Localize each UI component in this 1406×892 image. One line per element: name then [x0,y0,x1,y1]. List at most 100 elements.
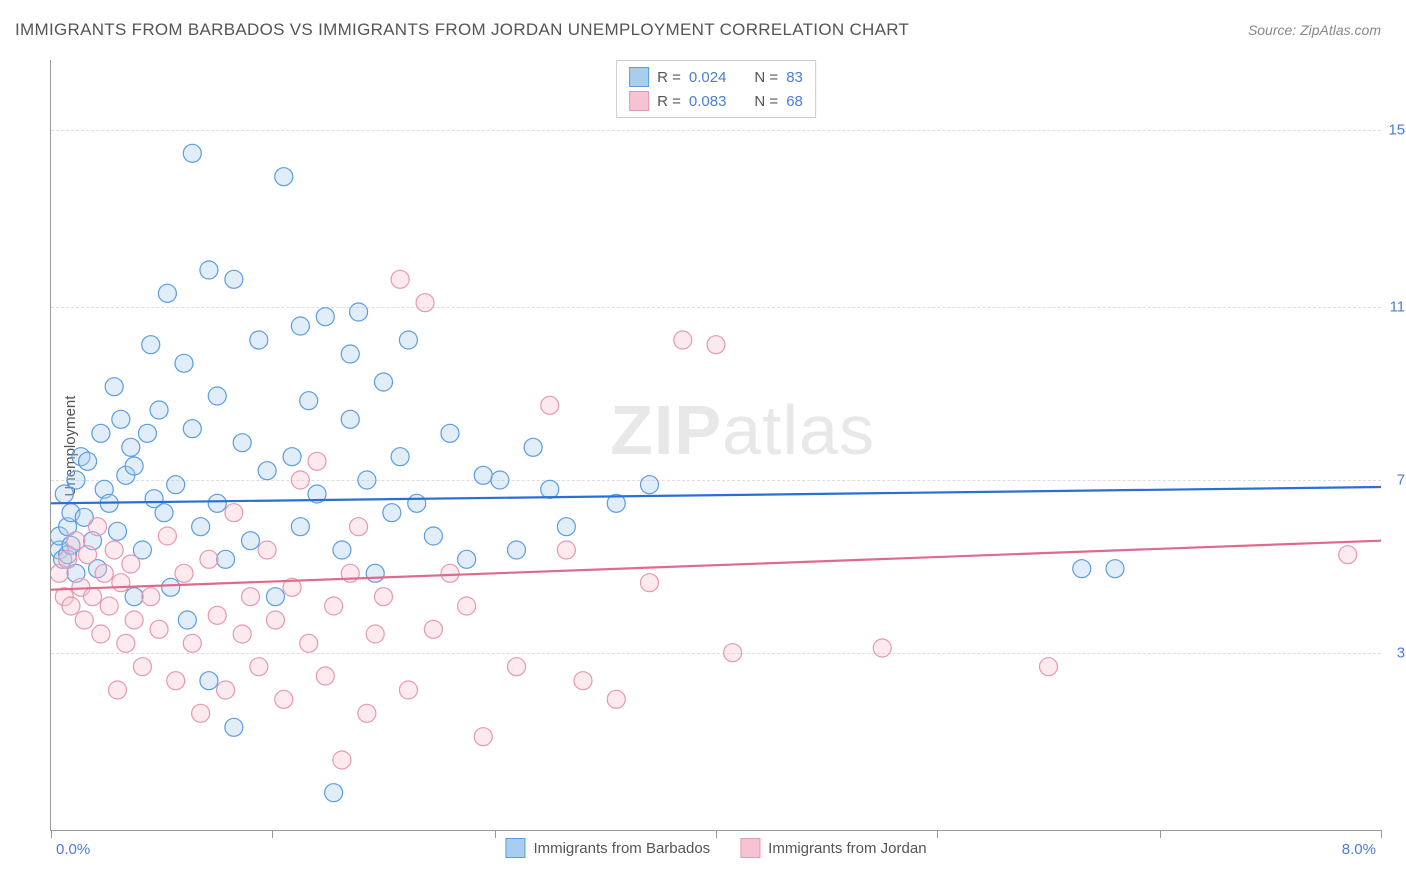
data-point [707,336,725,354]
data-point [167,672,185,690]
data-point [300,392,318,410]
data-point [474,466,492,484]
data-point [724,644,742,662]
data-point [105,541,123,559]
data-point [333,751,351,769]
data-point [79,452,97,470]
r-label: R = [657,93,681,110]
legend-swatch [505,838,525,858]
data-point [491,471,509,489]
legend-stats: R = 0.024 N = 83 R = 0.083 N = 68 [616,60,816,118]
data-point [150,401,168,419]
data-point [1040,658,1058,676]
data-point [175,564,193,582]
legend-series-label: Immigrants from Barbados [533,840,710,857]
data-point [873,639,891,657]
data-point [155,504,173,522]
data-point [192,518,210,536]
data-point [183,144,201,162]
data-point [67,471,85,489]
n-value: 83 [786,69,803,86]
data-point [178,611,196,629]
data-point [122,438,140,456]
data-point [358,471,376,489]
data-point [142,588,160,606]
data-point [150,620,168,638]
data-point [341,345,359,363]
data-point [200,672,218,690]
data-point [105,378,123,396]
data-point [266,588,284,606]
x-tick [1160,830,1161,838]
data-point [62,597,80,615]
data-point [424,620,442,638]
data-point [399,681,417,699]
data-point [167,476,185,494]
legend-series-item: Immigrants from Jordan [740,838,926,858]
data-point [217,681,235,699]
data-point [233,625,251,643]
data-point [383,504,401,522]
data-point [258,541,276,559]
r-label: R = [657,69,681,86]
data-point [325,784,343,802]
legend-swatch [629,91,649,111]
x-axis-min-label: 0.0% [56,841,90,858]
chart-title: IMMIGRANTS FROM BARBADOS VS IMMIGRANTS F… [15,20,909,40]
legend-series-label: Immigrants from Jordan [768,840,926,857]
data-point [109,681,127,699]
data-point [1339,546,1357,564]
data-point [607,690,625,708]
data-point [325,597,343,615]
data-point [208,494,226,512]
data-point [192,704,210,722]
data-point [138,424,156,442]
data-point [283,448,301,466]
data-point [142,336,160,354]
r-value: 0.024 [689,69,727,86]
legend-series: Immigrants from Barbados Immigrants from… [505,838,926,858]
data-point [233,434,251,452]
data-point [59,550,77,568]
data-point [217,550,235,568]
data-point [416,294,434,312]
data-point [1106,560,1124,578]
data-point [291,518,309,536]
data-point [266,611,284,629]
chart-plot-area: ZIPatlas 3.8%7.5%11.2%15.0% R = 0.024 N … [50,60,1381,831]
y-tick-label: 3.8% [1397,644,1406,661]
scatter-plot-svg [51,60,1381,830]
data-point [674,331,692,349]
data-point [391,448,409,466]
n-value: 68 [786,93,803,110]
y-tick-label: 7.5% [1397,472,1406,489]
legend-series-item: Immigrants from Barbados [505,838,710,858]
legend-stat-row: R = 0.024 N = 83 [629,65,803,89]
data-point [358,704,376,722]
r-value: 0.083 [689,93,727,110]
data-point [408,494,426,512]
data-point [125,611,143,629]
data-point [162,578,180,596]
data-point [541,480,559,498]
y-tick-label: 11.2% [1390,299,1406,316]
x-axis-max-label: 8.0% [1342,841,1376,858]
data-point [92,625,110,643]
data-point [112,574,130,592]
data-point [291,317,309,335]
data-point [117,634,135,652]
data-point [250,331,268,349]
data-point [225,718,243,736]
source-attribution: Source: ZipAtlas.com [1248,22,1381,38]
data-point [225,504,243,522]
trend-line [51,487,1381,503]
data-point [75,611,93,629]
data-point [350,518,368,536]
data-point [133,658,151,676]
data-point [316,308,334,326]
n-label: N = [754,69,778,86]
legend-swatch [740,838,760,858]
data-point [333,541,351,559]
data-point [341,410,359,428]
data-point [316,667,334,685]
